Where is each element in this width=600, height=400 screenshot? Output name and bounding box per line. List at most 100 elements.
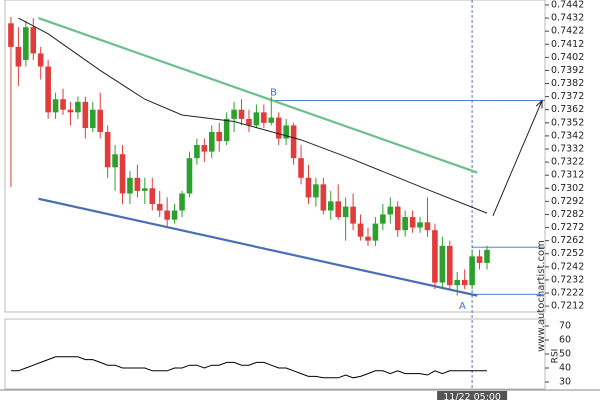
y-tick-label: 0.7252	[551, 248, 584, 259]
y-tick-label: 0.7222	[551, 288, 584, 299]
rsi-tick-label: 40	[559, 363, 571, 374]
x-tick-label-bg	[437, 391, 508, 400]
rsi-tick-label: 70	[559, 321, 571, 332]
candle-body	[104, 131, 111, 168]
annotation: A	[459, 301, 466, 312]
candle-body	[134, 177, 141, 191]
candle-body	[268, 117, 275, 123]
candle-body	[298, 158, 304, 178]
trendline	[38, 17, 478, 174]
candle-body	[432, 230, 438, 283]
rsi-tick-label: 60	[559, 335, 571, 346]
candle-body	[402, 217, 408, 231]
candle-body	[231, 109, 237, 119]
y-tick-label: 0.7272	[551, 222, 584, 233]
x-tick-label: 11/22 05:00	[443, 392, 501, 400]
candle-body	[372, 223, 379, 241]
y-tick-label: 0.7322	[551, 157, 584, 168]
candle-body	[320, 184, 327, 211]
candle-body	[246, 118, 252, 126]
y-tick-label: 0.7342	[551, 130, 584, 141]
candle-body	[82, 101, 89, 129]
candle-body	[283, 125, 289, 139]
candle-body	[446, 245, 453, 286]
y-tick-label: 0.7282	[551, 209, 584, 220]
y-tick-label: 0.7312	[551, 170, 584, 181]
candle-body	[194, 145, 200, 159]
candle-body	[171, 210, 178, 220]
rsi-tick-label: 50	[559, 349, 571, 360]
candle-body	[127, 177, 133, 194]
candle-body	[238, 109, 245, 119]
candle-body	[149, 188, 156, 204]
y-tick-label: 0.7422	[551, 26, 584, 37]
candle-body	[119, 154, 126, 194]
candle-body	[201, 145, 208, 152]
y-tick-label: 0.7382	[551, 78, 584, 89]
candle-body	[23, 27, 29, 60]
candle-body	[30, 27, 37, 54]
y-tick-label: 0.7432	[551, 13, 584, 24]
candle-body	[454, 279, 461, 286]
candle-body	[142, 188, 148, 191]
candle-body	[45, 66, 51, 113]
y-tick-label: 0.7232	[551, 274, 584, 285]
y-tick-label: 0.7242	[551, 261, 584, 272]
candle-body	[365, 236, 371, 241]
rsi-line	[10, 356, 487, 379]
candle-body	[484, 249, 490, 263]
candle-body	[208, 131, 215, 152]
candle-body	[75, 101, 81, 113]
candle-body	[186, 158, 193, 194]
rsi-panel	[4, 318, 546, 390]
candle-body	[253, 112, 260, 126]
price-panel	[4, 0, 546, 313]
watermark: www.autochartist.com	[536, 240, 547, 352]
candle-body	[37, 53, 44, 67]
y-tick-label: 0.7402	[551, 52, 584, 63]
y-tick-label: 0.7332	[551, 143, 584, 154]
forecast-arrow	[492, 100, 543, 216]
candle-body	[8, 23, 14, 47]
candle-body	[409, 217, 416, 228]
candle-body	[223, 118, 230, 142]
candle-body	[439, 245, 446, 283]
candle-body	[313, 184, 319, 198]
y-tick-label: 0.7412	[551, 39, 584, 50]
rsi-tick-label: 30	[559, 377, 571, 388]
y-tick-label: 0.7302	[551, 183, 584, 194]
candle-body	[476, 256, 483, 263]
y-tick-label: 0.7292	[551, 196, 584, 207]
y-tick-label: 0.7442	[551, 0, 584, 10]
annotation: B	[270, 88, 277, 99]
candle-body	[417, 222, 423, 228]
y-tick-label: 0.7352	[551, 117, 584, 128]
candle-body	[15, 46, 22, 67]
candle-body	[380, 214, 386, 224]
candle-body	[327, 201, 334, 211]
y-tick-label: 0.7262	[551, 235, 584, 246]
candle-body	[156, 203, 163, 211]
candle-body	[387, 206, 394, 215]
y-tick-label: 0.7392	[551, 65, 584, 76]
rsi-label: RSI	[551, 349, 561, 364]
candle-body	[335, 201, 342, 218]
candle-body	[275, 117, 282, 139]
candle-body	[424, 222, 431, 231]
candle-body	[60, 99, 66, 110]
candle-body	[394, 206, 401, 231]
candle-body	[164, 210, 170, 220]
candle-body	[216, 131, 223, 142]
y-tick-label: 0.7212	[551, 301, 584, 312]
candle-body	[89, 109, 96, 129]
candle-body	[357, 223, 364, 237]
candle-body	[342, 206, 349, 218]
candle-body	[461, 279, 468, 286]
candle-body	[179, 193, 185, 211]
y-tick-label: 0.7372	[551, 91, 584, 102]
candle-body	[52, 99, 59, 113]
candle-body	[350, 206, 356, 224]
candle-body	[97, 109, 104, 132]
moving-average	[18, 17, 488, 214]
